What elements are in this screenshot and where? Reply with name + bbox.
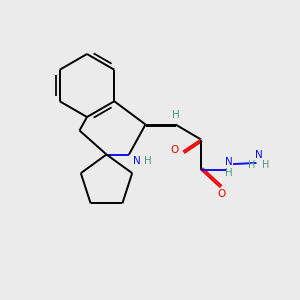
Text: N: N xyxy=(133,155,140,166)
Text: N: N xyxy=(255,149,263,160)
Text: O: O xyxy=(170,145,179,155)
Text: H: H xyxy=(262,160,270,170)
Text: H: H xyxy=(144,155,152,166)
Text: O: O xyxy=(217,189,225,200)
Text: N: N xyxy=(225,157,233,167)
Text: H: H xyxy=(248,160,256,170)
Text: H: H xyxy=(225,168,233,178)
Text: H: H xyxy=(172,110,180,120)
